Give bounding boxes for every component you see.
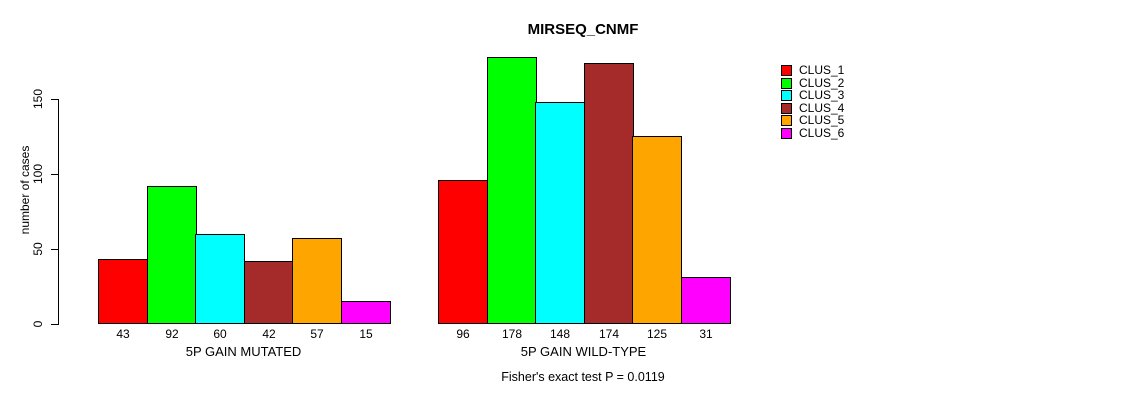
legend-swatch-clus_4 xyxy=(781,102,792,114)
bar-value-label: 31 xyxy=(699,327,713,341)
bar-value-label: 43 xyxy=(116,327,130,341)
x-group-label: 5P GAIN WILD-TYPE xyxy=(520,344,647,359)
bar-clus_2-group1 xyxy=(147,186,197,324)
bar-clus_4-group1 xyxy=(244,261,294,324)
bar-clus_3-group2 xyxy=(535,102,585,324)
y-axis-label: number of cases xyxy=(18,145,32,235)
y-tick-label: 100 xyxy=(31,163,45,185)
legend-label-clus_6: CLUS_6 xyxy=(799,126,845,140)
bar-clus_3-group1 xyxy=(195,234,245,324)
bar-clus_5-group1 xyxy=(292,238,342,324)
stat-annotation: Fisher's exact test P = 0.0119 xyxy=(501,370,665,384)
bar-clus_1-group2 xyxy=(438,180,488,324)
bar-value-label: 15 xyxy=(359,327,373,341)
bar-value-label: 148 xyxy=(549,327,571,341)
bar-clus_6-group2 xyxy=(681,277,731,324)
legend-label-clus_3: CLUS_3 xyxy=(799,88,845,103)
bar-value-label: 57 xyxy=(310,327,324,341)
bar-value-label: 174 xyxy=(598,327,620,341)
legend-label-clus_2: CLUS_2 xyxy=(799,75,845,90)
legend-swatch-clus_6 xyxy=(781,128,792,139)
bar-clus_4-group2 xyxy=(584,63,634,324)
bar-value-label: 42 xyxy=(262,327,276,341)
bar-value-label: 96 xyxy=(456,327,470,341)
bar-clus_2-group2 xyxy=(487,57,537,324)
y-tick-label: 50 xyxy=(31,242,45,256)
bar-clus_6-group1 xyxy=(341,301,391,324)
y-tick-mark xyxy=(51,249,58,250)
chart-title: MIRSEQ_CNMF xyxy=(527,21,639,38)
bar-clus_5-group2 xyxy=(632,136,682,324)
x-group-label: 5P GAIN MUTATED xyxy=(185,344,302,359)
legend-swatch-clus_5 xyxy=(781,115,792,127)
bar-clus_1-group1 xyxy=(98,259,148,324)
legend-swatch-clus_2 xyxy=(781,77,792,89)
bar-value-label: 60 xyxy=(213,327,227,341)
y-tick-label: 0 xyxy=(31,320,45,328)
bar-value-label: 178 xyxy=(501,327,523,341)
legend-label-clus_4: CLUS_4 xyxy=(799,100,845,115)
legend-swatch-clus_3 xyxy=(781,90,792,102)
y-tick-label: 150 xyxy=(31,88,45,110)
y-tick-mark xyxy=(51,174,58,175)
bar-value-label: 92 xyxy=(165,327,179,341)
legend-label-clus_5: CLUS_5 xyxy=(799,113,845,128)
legend-label-clus_1: CLUS_1 xyxy=(799,63,845,77)
y-axis-line xyxy=(58,99,59,325)
y-tick-mark xyxy=(51,324,58,325)
bar-value-label: 125 xyxy=(646,327,668,341)
legend-swatch-clus_1 xyxy=(781,65,792,76)
y-tick-mark xyxy=(51,99,58,100)
